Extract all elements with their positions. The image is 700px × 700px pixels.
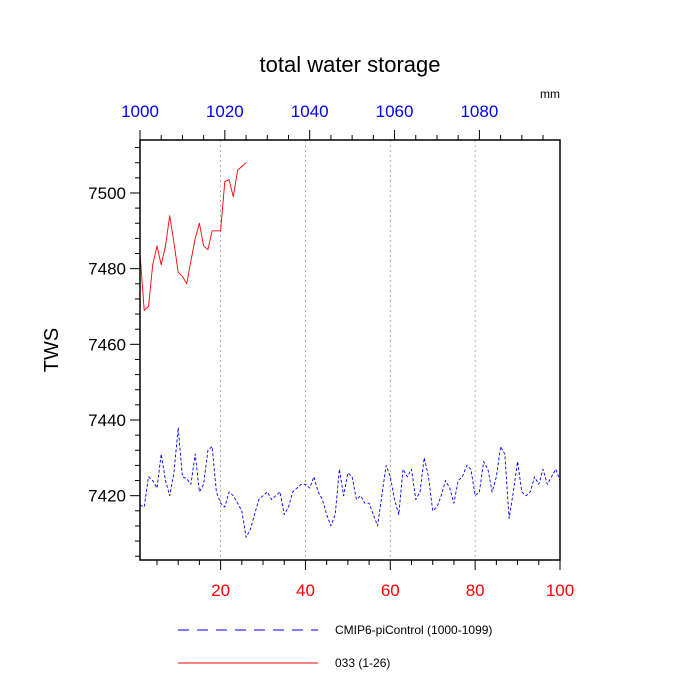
x-bottom-tick-label-60: 60 [381, 581, 400, 600]
y-axis-label: TWS [41, 328, 63, 372]
x-top-tick-label-1000: 1000 [121, 102, 159, 121]
y-tick-label-7500: 7500 [88, 184, 126, 203]
legend: CMIP6-piControl (1000-1099) 033 (1-26) [178, 623, 492, 670]
series-layer [139, 162, 561, 538]
x-bottom-tick-label-100: 100 [546, 581, 574, 600]
series-line-0 [139, 427, 561, 538]
x-bottom-tick-label-80: 80 [466, 581, 485, 600]
legend-label-1: 033 (1-26) [335, 656, 390, 670]
y-tick-label-7460: 7460 [88, 335, 126, 354]
x-top-tick-label-1020: 1020 [206, 102, 244, 121]
legend-label-0: CMIP6-piControl (1000-1099) [335, 623, 492, 637]
axes: 20 40 60 80 100 1000 1020 1040 1060 1080 7420 7440 7… [88, 102, 574, 600]
grid-lines [220, 140, 476, 560]
x-top-tick-label-1040: 1040 [291, 102, 329, 121]
y-tick-label-7480: 7480 [88, 260, 126, 279]
x-top-tick-label-1080: 1080 [460, 102, 498, 121]
plot-frame [139, 139, 561, 561]
chart-title: total water storage [260, 52, 441, 77]
x-bottom-tick-label-20: 20 [211, 581, 230, 600]
units-label: mm [540, 87, 560, 101]
y-tick-label-7440: 7440 [88, 411, 126, 430]
x-top-tick-label-1060: 1060 [376, 102, 414, 121]
y-tick-label-7420: 7420 [88, 487, 126, 506]
x-bottom-tick-label-40: 40 [296, 581, 315, 600]
series-line-1 [139, 162, 247, 311]
